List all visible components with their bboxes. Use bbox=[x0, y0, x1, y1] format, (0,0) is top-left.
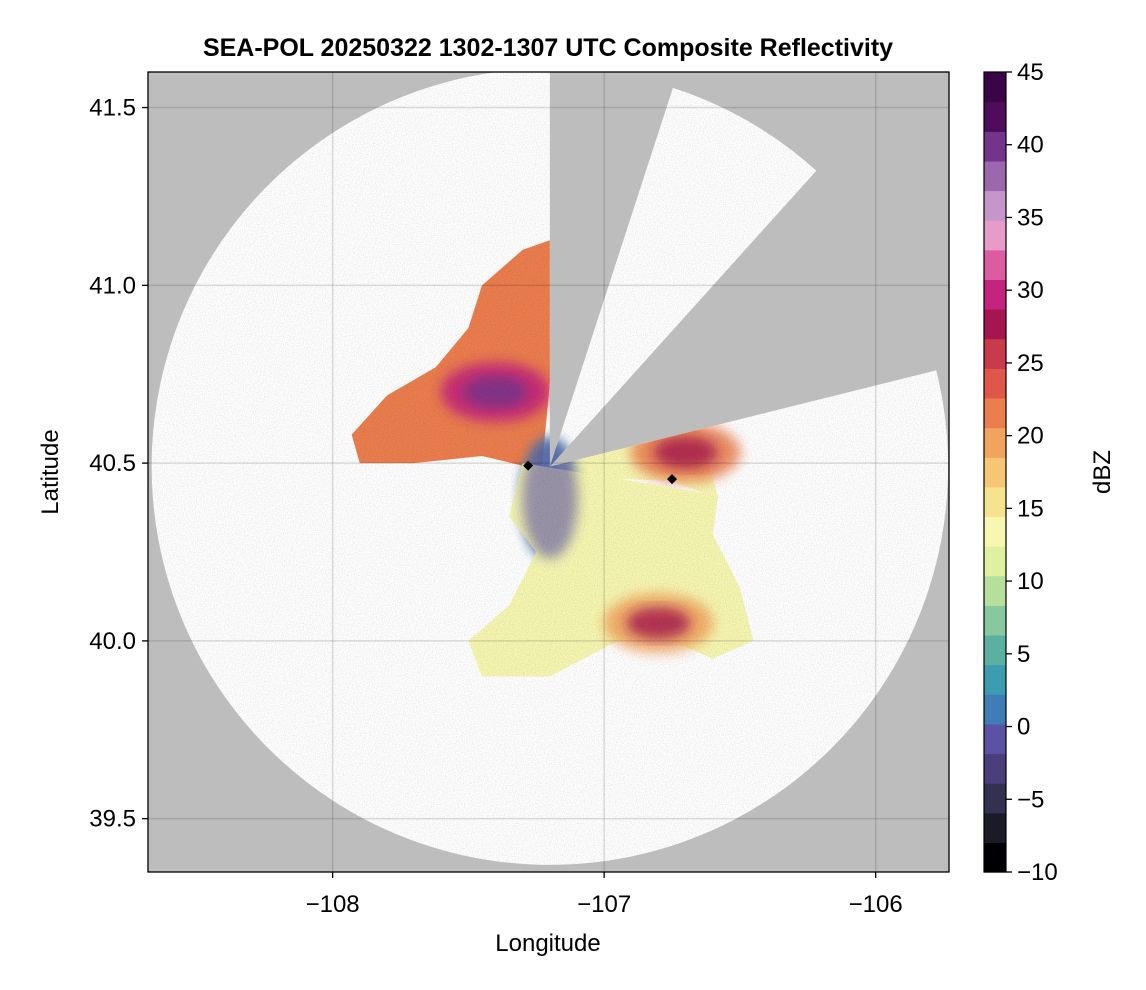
colorbar-segment bbox=[984, 368, 1006, 399]
colorbar-tick-label: −10 bbox=[1017, 859, 1058, 886]
site-marker bbox=[523, 460, 534, 471]
colorbar-segment bbox=[984, 842, 1006, 873]
plot-area bbox=[148, 72, 949, 872]
colorbar-segment bbox=[984, 101, 1006, 132]
y-tick-label: 41.5 bbox=[89, 95, 136, 122]
colorbar-segment bbox=[984, 783, 1006, 814]
colorbar-segment bbox=[984, 546, 1006, 577]
colorbar-segment bbox=[984, 220, 1006, 251]
colorbar-frame bbox=[983, 71, 1007, 873]
y-axis-label: Latitude bbox=[37, 429, 64, 514]
colorbar-tick-label: 5 bbox=[1017, 641, 1030, 668]
colorbar-segment bbox=[984, 160, 1006, 192]
colorbar-segment bbox=[984, 753, 1006, 784]
y-axis: 39.5 40.0 40.5 41.0 41.5 bbox=[89, 95, 148, 833]
colorbar-segment bbox=[984, 397, 1006, 429]
colorbar-segment bbox=[984, 131, 1006, 162]
x-axis-label: Longitude bbox=[495, 930, 600, 957]
colorbar-segment bbox=[984, 605, 1006, 636]
x-axis: −108 −107 −106 bbox=[306, 872, 903, 918]
x-tick-label: −108 bbox=[306, 891, 360, 918]
grid-lines bbox=[148, 72, 949, 872]
colorbar-segment bbox=[984, 812, 1006, 843]
colorbar-segment bbox=[984, 72, 1006, 103]
colorbar-tick-label: 35 bbox=[1017, 204, 1044, 231]
colorbar-tick-label: 45 bbox=[1017, 59, 1044, 86]
colorbar-tick-label: −5 bbox=[1017, 786, 1044, 813]
colorbar: −10 −5 0 5 10 15 20 25 30 35 40 45 bbox=[983, 59, 1058, 886]
colorbar-tick-label: 15 bbox=[1017, 495, 1044, 522]
colorbar-segment bbox=[984, 190, 1006, 221]
plot-frame bbox=[147, 71, 950, 873]
colorbar-segment bbox=[984, 486, 1006, 518]
colorbar-segment bbox=[984, 279, 1006, 310]
chart-title: SEA-POL 20250322 1302-1307 UTC Composite… bbox=[203, 34, 893, 62]
colorbar-tick-label: 40 bbox=[1017, 132, 1044, 159]
colorbar-label: dBZ bbox=[1089, 450, 1116, 494]
x-tick-label: −106 bbox=[849, 891, 903, 918]
colorbar-tick-label: 0 bbox=[1017, 714, 1030, 741]
colorbar-tick-label: 25 bbox=[1017, 350, 1044, 377]
y-tick-label: 39.5 bbox=[89, 806, 136, 833]
y-tick-label: 40.0 bbox=[89, 628, 136, 655]
x-tick-label: −107 bbox=[577, 891, 631, 918]
colorbar-segment bbox=[984, 664, 1006, 695]
y-tick-label: 41.0 bbox=[89, 272, 136, 299]
site-marker bbox=[667, 474, 678, 485]
colorbar-segment bbox=[984, 634, 1006, 666]
colorbar-segment bbox=[984, 575, 1006, 606]
colorbar-segment bbox=[984, 457, 1006, 488]
site-markers bbox=[523, 460, 678, 485]
colorbar-tick-label: 10 bbox=[1017, 568, 1044, 595]
colorbar-segment bbox=[984, 338, 1006, 369]
colorbar-tick-label: 30 bbox=[1017, 277, 1044, 304]
colorbar-segment bbox=[984, 249, 1006, 281]
y-tick-label: 40.5 bbox=[89, 450, 136, 477]
colorbar-segment bbox=[984, 694, 1006, 725]
colorbar-tick-label: 20 bbox=[1017, 423, 1044, 450]
colorbar-segment bbox=[984, 309, 1006, 340]
colorbar-segment bbox=[984, 723, 1006, 755]
colorbar-segment bbox=[984, 427, 1006, 458]
colorbar-segment bbox=[984, 516, 1006, 547]
